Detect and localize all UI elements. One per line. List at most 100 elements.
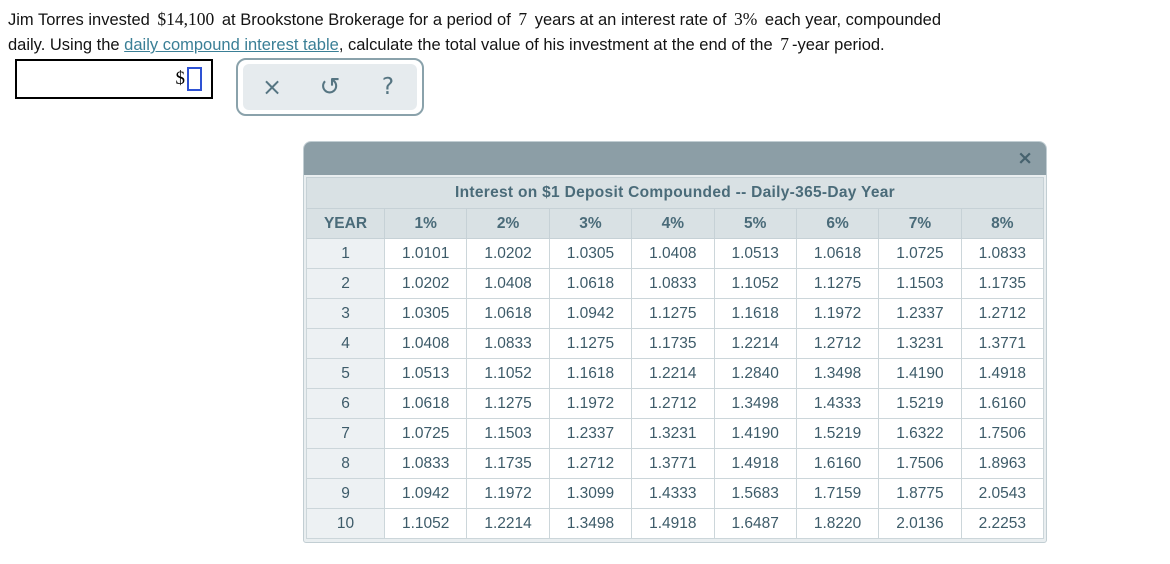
clear-button[interactable]: × <box>252 67 292 107</box>
undo-icon: ↺ <box>319 72 341 101</box>
factor-cell: 1.0833 <box>466 328 550 359</box>
year-cell: 4 <box>306 328 385 359</box>
factor-cell: 2.2253 <box>960 508 1045 539</box>
x-icon: × <box>261 73 283 101</box>
table-row: 4 1.0408 1.0833 1.1275 1.1735 1.2214 1.2712 1.3… <box>306 328 1045 359</box>
factor-cell: 1.1275 <box>631 298 715 329</box>
table-title: Interest on $1 Deposit Compounded -- Dai… <box>306 177 1044 209</box>
help-icon: ? <box>381 74 395 100</box>
rate-column-header: 6% <box>795 208 880 239</box>
interest-table-link[interactable]: daily compound interest table <box>124 36 339 54</box>
factor-cell: 1.0942 <box>383 478 468 509</box>
factor-cell: 1.1052 <box>713 268 797 299</box>
factor-cell: 1.6487 <box>713 508 797 539</box>
factor-cell: 1.7506 <box>960 418 1045 449</box>
factor-cell: 1.1735 <box>631 328 715 359</box>
rate-column-header: 8% <box>960 208 1045 239</box>
table-row: 3 1.0305 1.0618 1.0942 1.1275 1.1618 1.1972 1.2… <box>306 298 1045 329</box>
factor-cell: 1.0513 <box>383 358 468 389</box>
factor-cell: 1.2337 <box>548 418 633 449</box>
problem-segment: -year period. <box>792 36 885 54</box>
table-body: 1 1.0101 1.0202 1.0305 1.0408 1.0513 1.0618 1.0… <box>306 238 1045 539</box>
problem-segment: , calculate the total value of his inves… <box>338 36 778 54</box>
year-cell: 3 <box>306 298 385 329</box>
factor-cell: 1.0305 <box>383 298 468 329</box>
factor-cell: 1.1972 <box>466 478 550 509</box>
rate-column-header: 5% <box>713 208 797 239</box>
table-row: 7 1.0725 1.1503 1.2337 1.3231 1.4190 1.5219 1.6… <box>306 418 1045 449</box>
factor-cell: 1.5219 <box>878 388 962 419</box>
factor-cell: 1.2712 <box>548 448 633 479</box>
factor-cell: 1.1735 <box>960 268 1045 299</box>
rate-column-header: 7% <box>878 208 962 239</box>
close-icon: × <box>1017 147 1033 169</box>
factor-cell: 1.2840 <box>713 358 797 389</box>
factor-cell: 1.1735 <box>466 448 550 479</box>
factor-cell: 1.2214 <box>466 508 550 539</box>
factor-cell: 1.7506 <box>878 448 962 479</box>
invested-amount: $14,100 <box>157 9 215 29</box>
factor-cell: 1.7159 <box>795 478 880 509</box>
table-row: 1 1.0101 1.0202 1.0305 1.0408 1.0513 1.0618 1.0… <box>306 238 1045 269</box>
dialog-titlebar: × <box>304 142 1046 175</box>
factor-cell: 1.3771 <box>631 448 715 479</box>
factor-cell: 1.1972 <box>795 298 880 329</box>
factor-cell: 1.3231 <box>878 328 962 359</box>
factor-cell: 1.5219 <box>795 418 880 449</box>
dialog-content: Interest on $1 Deposit Compounded -- Dai… <box>304 175 1046 542</box>
factor-cell: 2.0136 <box>878 508 962 539</box>
interest-table-dialog: × Interest on $1 Deposit Compounded -- D… <box>303 141 1047 543</box>
factor-cell: 1.3099 <box>548 478 633 509</box>
factor-cell: 1.1503 <box>878 268 962 299</box>
factor-cell: 1.0305 <box>548 238 633 269</box>
undo-button[interactable]: ↺ <box>310 67 350 107</box>
table-row: 2 1.0202 1.0408 1.0618 1.0833 1.1052 1.1275 1.1… <box>306 268 1045 299</box>
year-cell: 8 <box>306 448 385 479</box>
factor-cell: 1.3498 <box>548 508 633 539</box>
year-cell: 10 <box>306 508 385 539</box>
factor-cell: 1.1275 <box>548 328 633 359</box>
problem-text: Jim Torres invested $14,100 at Brookston… <box>8 7 1168 57</box>
factor-cell: 1.2337 <box>878 298 962 329</box>
year-cell: 2 <box>306 268 385 299</box>
problem-segment: at Brookstone Brokerage for a period of <box>217 11 516 29</box>
rate-column-header: 2% <box>466 208 550 239</box>
answer-toolbar: × ↺ ? <box>236 58 424 116</box>
factor-cell: 1.0202 <box>466 238 550 269</box>
table-row: 8 1.0833 1.1735 1.2712 1.3771 1.4918 1.6160 1.7… <box>306 448 1045 479</box>
factor-cell: 1.1275 <box>466 388 550 419</box>
answer-box[interactable]: $ <box>15 59 213 99</box>
factor-cell: 1.8220 <box>795 508 880 539</box>
factor-cell: 1.0618 <box>383 388 468 419</box>
factor-cell: 1.1052 <box>383 508 468 539</box>
factor-cell: 1.0618 <box>548 268 633 299</box>
factor-cell: 1.3498 <box>713 388 797 419</box>
factor-cell: 1.4333 <box>795 388 880 419</box>
dialog-close-button[interactable]: × <box>1017 149 1033 168</box>
year-cell: 5 <box>306 358 385 389</box>
answer-input[interactable] <box>187 67 202 91</box>
factor-cell: 1.2712 <box>795 328 880 359</box>
factor-cell: 1.4333 <box>631 478 715 509</box>
factor-cell: 1.0833 <box>383 448 468 479</box>
factor-cell: 1.0513 <box>713 238 797 269</box>
factor-cell: 1.8963 <box>960 448 1045 479</box>
factor-cell: 1.1275 <box>795 268 880 299</box>
year-column-header: YEAR <box>306 208 385 239</box>
factor-cell: 1.3771 <box>960 328 1045 359</box>
interest-rate: 3% <box>734 9 758 29</box>
factor-cell: 1.0408 <box>466 268 550 299</box>
year-cell: 9 <box>306 478 385 509</box>
factor-cell: 1.0101 <box>383 238 468 269</box>
rate-column-header: 1% <box>383 208 468 239</box>
help-button[interactable]: ? <box>368 67 408 107</box>
factor-cell: 1.4918 <box>631 508 715 539</box>
factor-cell: 1.8775 <box>878 478 962 509</box>
problem-segment: Jim Torres invested <box>8 11 155 29</box>
year-cell: 6 <box>306 388 385 419</box>
factor-cell: 1.4918 <box>960 358 1045 389</box>
table-row: 5 1.0513 1.1052 1.1618 1.2214 1.2840 1.3498 1.4… <box>306 358 1045 389</box>
factor-cell: 1.0618 <box>466 298 550 329</box>
currency-symbol: $ <box>175 68 186 89</box>
factor-cell: 1.1618 <box>713 298 797 329</box>
